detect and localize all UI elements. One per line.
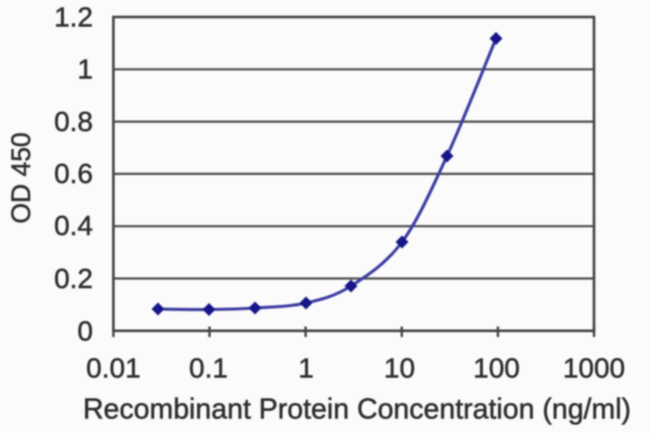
- svg-text:0.8: 0.8: [54, 106, 93, 137]
- svg-text:0.4: 0.4: [54, 210, 93, 241]
- svg-text:100: 100: [473, 353, 520, 384]
- svg-text:1: 1: [298, 353, 314, 384]
- svg-text:1.2: 1.2: [54, 2, 93, 33]
- svg-text:1: 1: [77, 54, 93, 85]
- svg-text:0.01: 0.01: [86, 353, 141, 384]
- svg-text:0.1: 0.1: [189, 353, 228, 384]
- svg-text:0.2: 0.2: [54, 263, 93, 294]
- svg-text:OD 450: OD 450: [6, 132, 36, 223]
- svg-text:0.6: 0.6: [54, 158, 93, 189]
- svg-text:0: 0: [77, 315, 93, 346]
- svg-text:1000: 1000: [563, 353, 625, 384]
- svg-text:10: 10: [384, 353, 415, 384]
- svg-text:Recombinant Protein Concentrat: Recombinant Protein Concentration (ng/ml…: [83, 394, 631, 426]
